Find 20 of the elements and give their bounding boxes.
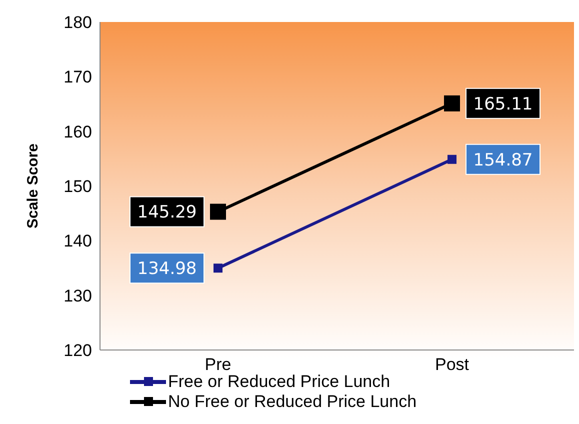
legend-label: Free or Reduced Price Lunch <box>168 372 390 392</box>
y-tick-label: 120 <box>64 341 92 360</box>
point <box>214 264 222 273</box>
y-axis-title: Scale Score <box>24 143 42 229</box>
data-label: 134.98 <box>137 259 197 280</box>
data-label: 154.87 <box>473 150 533 170</box>
data-label: 145.29 <box>137 202 197 223</box>
x-tick-label: Post <box>434 355 470 374</box>
y-tick-label: 130 <box>64 286 92 306</box>
y-tick-label: 160 <box>64 122 92 142</box>
legend-label: No Free or Reduced Price Lunch <box>168 392 417 412</box>
x-tick-label: Pre <box>204 355 232 374</box>
point <box>444 95 460 112</box>
data-label: 165.11 <box>473 94 533 114</box>
y-tick-label: 140 <box>64 232 92 251</box>
y-tick-label: 170 <box>64 68 92 87</box>
point <box>210 204 226 220</box>
y-tick-label: 180 <box>64 13 92 32</box>
point <box>448 154 456 164</box>
y-tick-label: 150 <box>64 177 92 196</box>
